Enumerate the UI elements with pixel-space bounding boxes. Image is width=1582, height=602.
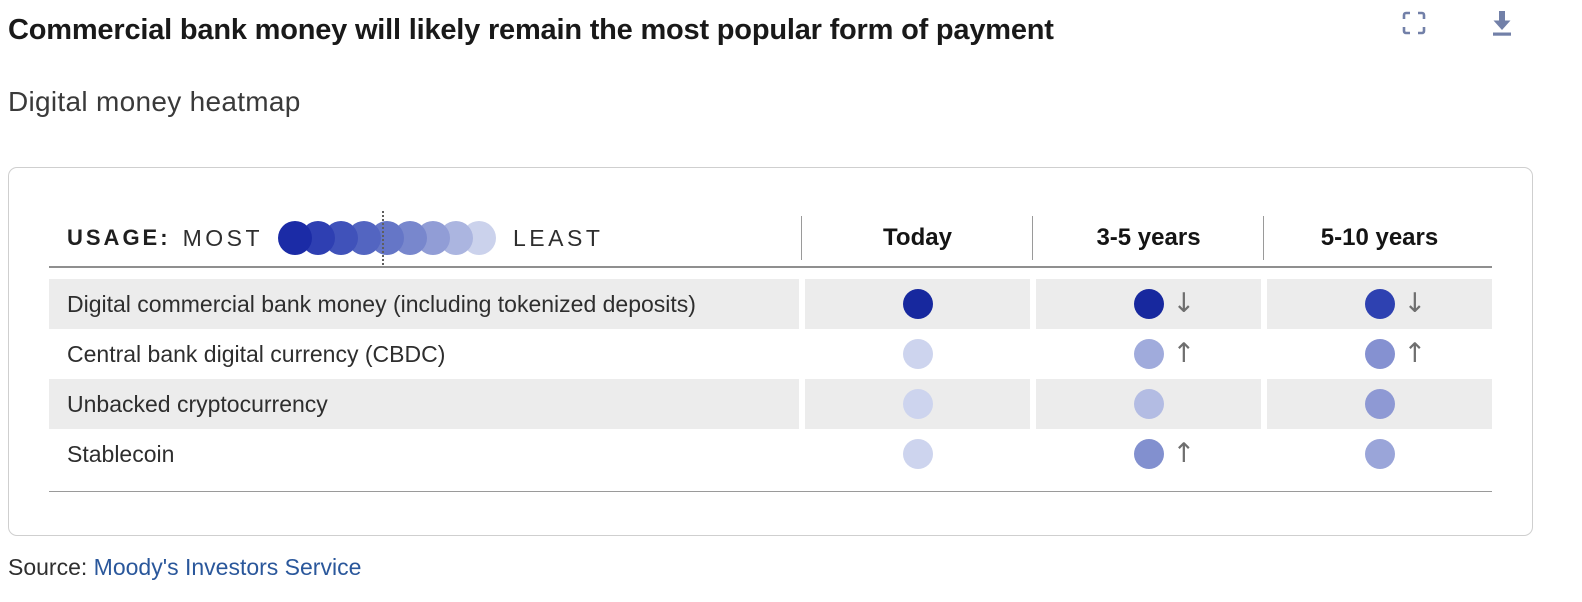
usage-dot (1133, 439, 1164, 469)
table-bottom-rule (49, 491, 1492, 492)
heatmap-cell (805, 379, 1030, 429)
trend-down-icon: ↓ (1172, 287, 1196, 319)
source-link[interactable]: Moody's Investors Service (93, 554, 362, 580)
source-line: Source: Moody's Investors Service (8, 554, 361, 581)
heatmap-card: USAGE: MOST LEAST Today 3-5 years 5-10 y… (8, 167, 1533, 536)
chart-subtitle: Digital money heatmap (8, 86, 301, 117)
trend-up-icon: ↑ (1403, 337, 1427, 369)
row-label: Central bank digital currency (CBDC) (67, 340, 446, 367)
trend-up-icon: ↑ (1172, 337, 1196, 369)
table-row: Stablecoin ↑ (49, 429, 1492, 479)
row-label: Digital commercial bank money (including… (49, 279, 799, 329)
usage-dot (1364, 439, 1395, 469)
table-row: Central bank digital currency (CBDC) ↑ ↑ (49, 329, 1492, 379)
usage-dot (1133, 389, 1164, 419)
usage-dot (902, 339, 933, 369)
column-headers: Today 3-5 years 5-10 years (799, 224, 1492, 252)
heatmap-cell (1267, 379, 1492, 429)
column-header-3-5-years: 3-5 years (1036, 224, 1261, 252)
header-row: USAGE: MOST LEAST Today 3-5 years 5-10 y… (49, 210, 1492, 268)
usage-scale-dot (278, 221, 313, 255)
heatmap-cell (1036, 379, 1261, 429)
usage-dot (902, 439, 933, 469)
usage-dot (1133, 289, 1164, 319)
least-label: LEAST (513, 224, 604, 251)
heatmap-cell (805, 429, 1030, 479)
usage-legend: USAGE: MOST LEAST (49, 211, 799, 265)
usage-dot (1364, 339, 1395, 369)
heatmap-cell: ↑ (1036, 329, 1261, 379)
usage-dot (1133, 339, 1164, 369)
row-label: Stablecoin (67, 440, 175, 467)
row-label: Unbacked cryptocurrency (49, 379, 799, 429)
table-row: Digital commercial bank money (including… (49, 279, 1492, 329)
scale-midpoint-divider (382, 211, 385, 265)
trend-down-icon: ↓ (1403, 287, 1427, 319)
heatmap-grid: Digital commercial bank money (including… (49, 279, 1492, 479)
heatmap-cell: ↑ (1267, 329, 1492, 379)
table-row: Unbacked cryptocurrency (49, 379, 1492, 429)
most-label: MOST (182, 224, 264, 251)
usage-dot (902, 389, 933, 419)
usage-dot (902, 289, 933, 319)
column-header-5-10-years: 5-10 years (1267, 224, 1492, 252)
heatmap-cell: ↓ (1267, 279, 1492, 329)
usage-dot (1364, 389, 1395, 419)
titlebar: Commercial bank money will likely remain… (0, 11, 1582, 47)
column-header-today: Today (805, 224, 1030, 252)
usage-scale (278, 211, 497, 265)
usage-dot (1364, 289, 1395, 319)
heatmap-cell: ↑ (1036, 429, 1261, 479)
trend-up-icon: ↑ (1172, 437, 1196, 469)
heatmap-cell (805, 279, 1030, 329)
heatmap-cell: ↓ (1036, 279, 1261, 329)
download-icon[interactable] (1488, 9, 1516, 37)
heatmap-cell (1267, 429, 1492, 479)
source-prefix: Source: (8, 554, 94, 580)
usage-label: USAGE: (67, 225, 171, 250)
chart-actions (1400, 9, 1516, 37)
expand-icon[interactable] (1400, 9, 1428, 37)
heatmap-cell (805, 329, 1030, 379)
page-title: Commercial bank money will likely remain… (8, 14, 1054, 46)
